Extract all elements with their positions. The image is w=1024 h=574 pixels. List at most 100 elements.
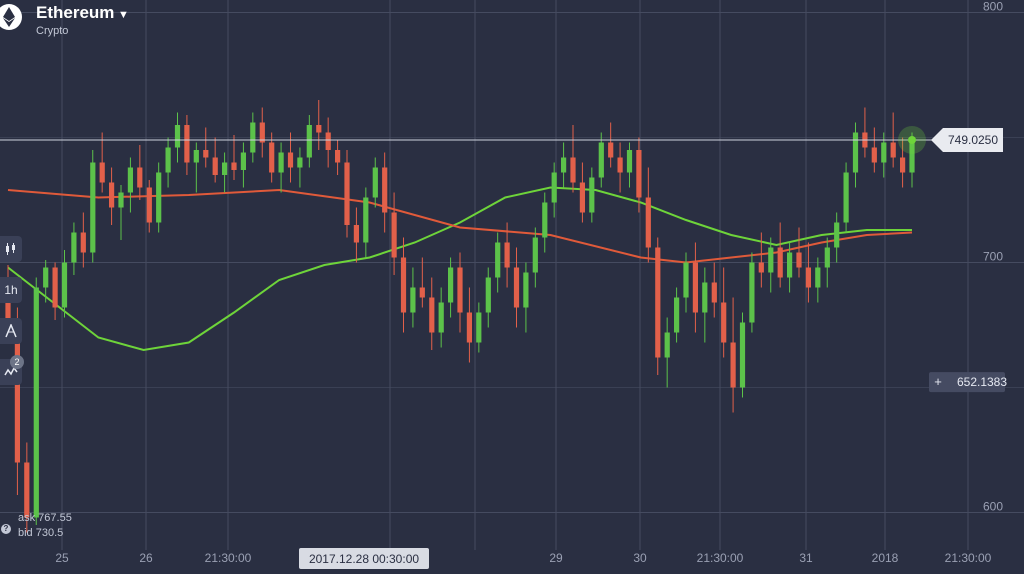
candle xyxy=(429,277,435,350)
candle-body xyxy=(692,262,698,313)
candle xyxy=(61,250,68,318)
candle xyxy=(664,317,670,388)
candle xyxy=(287,132,294,183)
ask-price: ask 767.55 xyxy=(18,512,72,524)
candle-body xyxy=(269,142,275,173)
candle xyxy=(787,242,793,293)
candle xyxy=(165,137,171,188)
x-tick-label: 21:30:00 xyxy=(945,551,992,565)
candle-body xyxy=(852,132,859,173)
candle-body xyxy=(824,247,830,268)
candle xyxy=(476,302,482,353)
candle-body xyxy=(890,142,896,158)
candle-body xyxy=(306,125,312,158)
candle xyxy=(805,242,811,303)
candle xyxy=(674,287,680,343)
candle-body xyxy=(598,142,604,178)
candle-body xyxy=(900,157,906,173)
candle-body xyxy=(909,140,915,173)
candle-body xyxy=(617,157,623,173)
candle-body xyxy=(787,252,793,278)
candle xyxy=(532,227,538,288)
drawing-tools-button[interactable] xyxy=(0,318,22,344)
candle xyxy=(721,267,727,358)
chart-type-button[interactable] xyxy=(0,236,22,262)
candle xyxy=(231,135,237,180)
candle xyxy=(504,222,510,288)
candle xyxy=(589,167,595,223)
candle-body xyxy=(730,342,736,388)
candle xyxy=(711,262,717,318)
candle xyxy=(43,260,49,303)
candle xyxy=(655,237,661,375)
candle xyxy=(749,252,755,333)
quote-panel: ask 767.55 bid 730.5 xyxy=(18,511,72,541)
chevron-down-icon[interactable]: ▼ xyxy=(118,9,129,21)
candle-body xyxy=(410,287,416,313)
candle-body xyxy=(137,167,143,188)
candle xyxy=(118,185,124,240)
moving-average-line xyxy=(7,188,913,264)
candle-body xyxy=(127,167,133,193)
candle xyxy=(90,150,96,263)
candle xyxy=(542,192,548,253)
candle xyxy=(495,232,501,293)
candlestick-icon xyxy=(6,243,15,255)
candle-body xyxy=(466,312,472,343)
x-tick-label: 21:30:00 xyxy=(205,551,252,565)
candle xyxy=(739,312,746,398)
candle xyxy=(852,122,859,188)
candle-body xyxy=(721,302,727,343)
candle-body xyxy=(476,312,482,343)
candle xyxy=(335,140,341,175)
candle-body xyxy=(815,267,821,288)
candle xyxy=(485,267,491,328)
candle-body xyxy=(259,122,265,143)
candle xyxy=(617,142,623,193)
timeframe-button[interactable]: 1h xyxy=(0,277,22,303)
candle-body xyxy=(429,297,435,333)
candle-body xyxy=(645,197,651,248)
candle-body xyxy=(504,242,510,268)
candle xyxy=(636,137,642,213)
candle xyxy=(382,152,388,233)
candle-body xyxy=(297,157,303,168)
crosshair-price-tag xyxy=(929,372,1005,393)
candle xyxy=(353,207,359,263)
candle-body xyxy=(146,187,152,223)
candle-body xyxy=(344,162,350,225)
chart-axes: 600 700 800 25 26 21:30:00 29 30 21:30:00 31 2018 2… xyxy=(55,0,1003,565)
x-tick-label: 2018 xyxy=(872,551,899,565)
candle xyxy=(316,100,322,150)
candle-body xyxy=(382,167,388,213)
question-icon[interactable]: ? xyxy=(1,524,11,534)
candle xyxy=(33,277,39,525)
candle-body xyxy=(174,125,181,148)
current-price-tag xyxy=(931,127,1003,152)
candle xyxy=(758,232,764,288)
plus-icon[interactable]: + xyxy=(934,374,942,389)
candle xyxy=(184,115,190,175)
chart-overlays: 749.0250 + 652.1383 2017.12.28 00:30:00 xyxy=(0,125,1007,569)
current-price-label: 749.0250 xyxy=(948,133,998,147)
candle-body xyxy=(871,147,877,163)
candle-body xyxy=(579,182,585,213)
candle-body xyxy=(118,192,124,208)
candle-body xyxy=(495,242,501,278)
candle xyxy=(815,257,821,303)
candle-body xyxy=(542,202,548,238)
indicators-count-badge: 2 xyxy=(10,355,24,369)
crosshair-price-label: 652.1383 xyxy=(957,375,1007,389)
candle-body xyxy=(250,122,256,153)
candle xyxy=(457,252,463,333)
candle xyxy=(900,137,906,188)
candle-body xyxy=(71,232,77,263)
asset-selector[interactable]: Ethereum ▼ Crypto xyxy=(0,0,200,40)
candle xyxy=(419,257,425,308)
candle-body xyxy=(561,157,567,173)
candle-body xyxy=(353,225,359,243)
candle-body xyxy=(608,142,614,158)
candle-body xyxy=(278,152,284,173)
candle xyxy=(768,237,774,293)
